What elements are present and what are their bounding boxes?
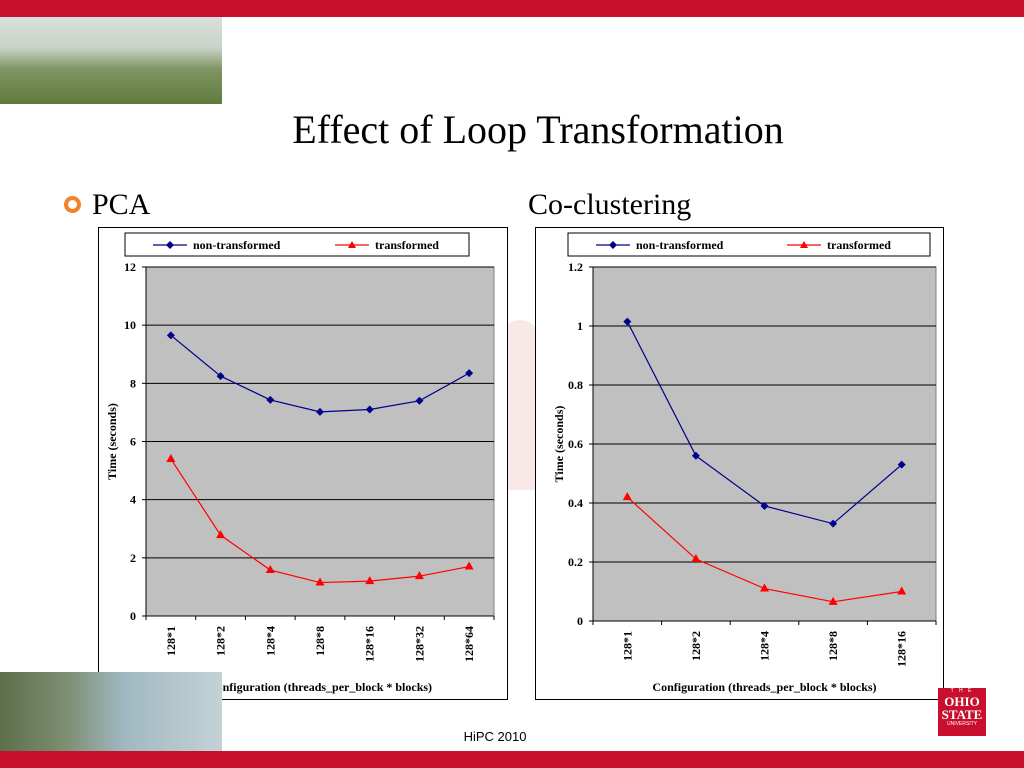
x-tick-label: 128*16 bbox=[363, 626, 377, 662]
chart-heading-pca: PCA bbox=[92, 188, 151, 221]
y-tick-label: 0 bbox=[130, 609, 136, 623]
x-tick-label: 128*8 bbox=[313, 626, 327, 656]
data-point-transformed bbox=[760, 583, 769, 592]
chart-frame-coclustering: non-transformed transformed 0 0.2 0.4 0.6 0.8 1… bbox=[535, 227, 944, 700]
data-point-transformed bbox=[897, 586, 907, 595]
data-point-transformed bbox=[622, 492, 632, 501]
pca-chart: non-transformed transformed 0 2 4 6 8 10 12 128*1… bbox=[105, 232, 495, 694]
data-point-non-transformed bbox=[897, 460, 906, 469]
x-tick-label: 128*4 bbox=[263, 626, 277, 656]
bottom-accent-bar bbox=[0, 751, 1024, 768]
data-point-transformed bbox=[414, 571, 424, 580]
y-tick-label: 10 bbox=[124, 318, 136, 332]
chart-heading-coclustering: Co-clustering bbox=[528, 188, 692, 221]
data-point-non-transformed bbox=[316, 407, 324, 416]
data-point-transformed bbox=[166, 453, 176, 462]
data-point-transformed bbox=[216, 530, 226, 539]
data-point-non-transformed bbox=[760, 501, 769, 510]
data-point-non-transformed bbox=[216, 372, 225, 381]
data-point-non-transformed bbox=[415, 396, 424, 405]
y-axis-label: Time (seconds) bbox=[105, 403, 119, 480]
x-tick-label: 128*64 bbox=[462, 626, 476, 662]
chart-frame-pca: non-transformed transformed 0 2 4 6 8 10 12 128*1… bbox=[98, 227, 508, 700]
data-point-transformed bbox=[464, 561, 474, 570]
y-tick-label: 4 bbox=[130, 493, 136, 507]
x-axis-label: Configuration (threads_per_block * block… bbox=[652, 680, 876, 694]
slide-title: Effect of Loop Transformation bbox=[292, 107, 784, 152]
legend-marker-transformed bbox=[348, 241, 356, 248]
legend-label-transformed: transformed bbox=[827, 238, 891, 252]
data-point-non-transformed bbox=[829, 519, 838, 528]
y-tick-label: 1.2 bbox=[568, 260, 583, 274]
legend-marker-transformed bbox=[800, 241, 808, 248]
x-tick-label: 128*1 bbox=[164, 626, 178, 656]
legend-marker-non-transformed bbox=[166, 241, 174, 249]
legend-label-non-transformed: non-transformed bbox=[636, 238, 724, 252]
x-tick-label: 128*1 bbox=[620, 631, 634, 661]
data-point-transformed bbox=[315, 577, 325, 586]
top-accent-bar bbox=[0, 0, 1024, 17]
data-point-transformed bbox=[265, 565, 275, 574]
data-point-transformed bbox=[365, 576, 375, 585]
y-tick-label: 6 bbox=[130, 435, 136, 449]
x-tick-label: 128*8 bbox=[826, 631, 840, 661]
x-tick-label: 128*4 bbox=[758, 631, 772, 661]
x-axis-label: Configuration (threads_per_block * block… bbox=[208, 680, 432, 694]
coclustering-chart: non-transformed transformed 0 0.2 0.4 0.6 0.8 1… bbox=[552, 232, 937, 694]
x-tick-label: 128*32 bbox=[412, 626, 426, 662]
x-tick-label: 128*16 bbox=[895, 631, 909, 667]
campus-photo-bottom bbox=[0, 672, 222, 751]
y-tick-label: 12 bbox=[124, 260, 136, 274]
x-tick-label: 128*2 bbox=[689, 631, 703, 661]
data-point-transformed bbox=[828, 596, 838, 605]
data-point-non-transformed bbox=[465, 369, 474, 378]
y-tick-label: 0 bbox=[577, 614, 583, 628]
data-point-non-transformed bbox=[691, 451, 700, 460]
x-tick-label: 128*2 bbox=[214, 626, 228, 656]
y-tick-label: 0.4 bbox=[568, 496, 583, 510]
ohio-state-logo: T H E OHIO STATE UNIVERSITY bbox=[938, 688, 986, 736]
campus-photo-top bbox=[0, 17, 222, 104]
y-tick-label: 0.2 bbox=[568, 555, 583, 569]
legend-box bbox=[124, 232, 470, 257]
legend-label-non-transformed: non-transformed bbox=[193, 238, 281, 252]
footer-text: HiPC 2010 bbox=[463, 729, 527, 744]
data-point-non-transformed bbox=[365, 405, 374, 414]
y-tick-label: 2 bbox=[130, 551, 136, 565]
legend-marker-non-transformed bbox=[609, 241, 617, 249]
bullet-ring-icon bbox=[64, 196, 81, 213]
legend-label-transformed: transformed bbox=[375, 238, 439, 252]
data-point-non-transformed bbox=[266, 395, 275, 404]
y-tick-label: 0.8 bbox=[568, 378, 583, 392]
y-tick-label: 0.6 bbox=[568, 437, 583, 451]
data-point-non-transformed bbox=[166, 331, 175, 340]
legend-box bbox=[567, 232, 931, 257]
y-tick-label: 8 bbox=[130, 376, 136, 390]
data-point-non-transformed bbox=[623, 317, 632, 326]
data-point-transformed bbox=[691, 554, 701, 563]
y-axis-label: Time (seconds) bbox=[552, 406, 566, 483]
y-tick-label: 1 bbox=[577, 319, 583, 333]
